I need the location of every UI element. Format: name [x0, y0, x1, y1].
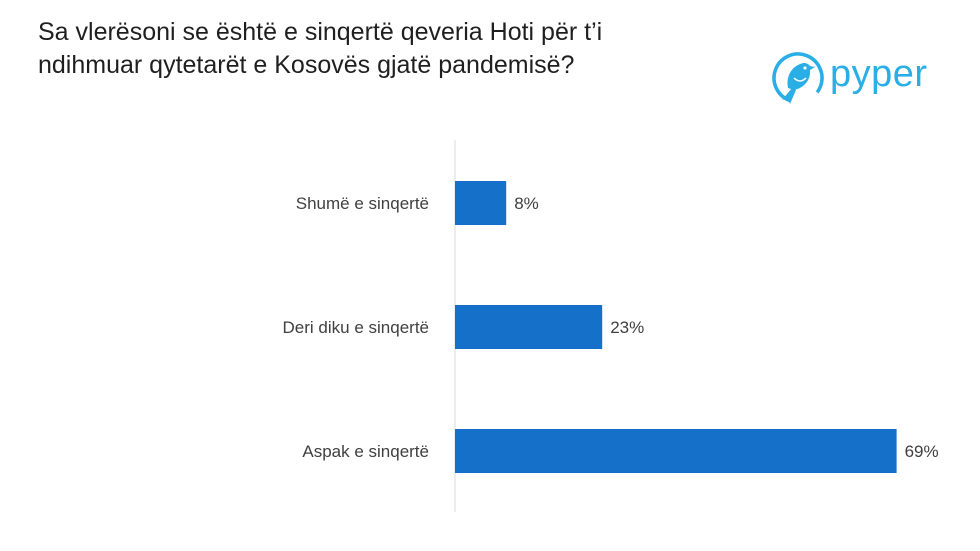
category-label-0: Shumë e sinqertë	[296, 194, 429, 213]
bars-layer: Shumë e sinqertë 8% Deri diku e sinqertë 23…	[283, 181, 939, 473]
value-label-1: 23%	[610, 318, 644, 337]
bar-0	[455, 181, 507, 225]
bar-1	[455, 305, 603, 349]
bird-logo-icon	[772, 52, 824, 104]
pyper-logo: pyper	[768, 48, 958, 114]
chart-title-line-2: ndihmuar qytetarët e Kosovës gjatë pande…	[38, 51, 575, 79]
chart-title: Sa vlerësoni se është e sinqertë qeveria…	[38, 16, 758, 82]
value-label-0: 8%	[514, 194, 539, 213]
value-label-2: 69%	[905, 442, 939, 461]
logo-wordmark: pyper	[830, 53, 928, 95]
bar-2	[455, 429, 897, 473]
chart-title-line-1: Sa vlerësoni se është e sinqertë qeveria…	[38, 18, 603, 46]
category-label-1: Deri diku e sinqertë	[283, 318, 429, 337]
category-label-2: Aspak e sinqertë	[302, 442, 429, 461]
